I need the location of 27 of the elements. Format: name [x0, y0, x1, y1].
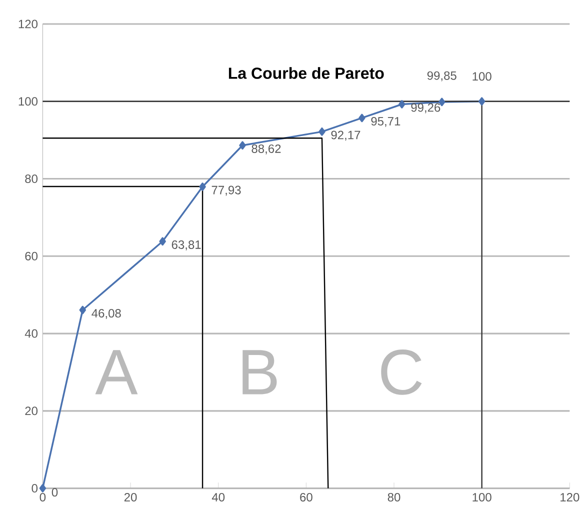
- x-tick-label: 100: [472, 492, 492, 502]
- data-label: 95,71: [371, 117, 400, 127]
- text: La Courbe de Pareto: [228, 67, 384, 79]
- x-tick-label: 20: [124, 492, 137, 502]
- data-label: 100: [472, 72, 492, 81]
- annotation: B: [242, 350, 277, 394]
- data-label: 46,08: [92, 309, 121, 319]
- data-label: 99,26: [411, 103, 440, 114]
- x-tick-label: 0: [40, 492, 46, 502]
- data-label: 99,85: [427, 71, 456, 82]
- y-tick-label: 40: [24, 329, 38, 338]
- data-label: 77,93: [212, 186, 241, 196]
- annotation: C: [381, 350, 422, 395]
- x-tick-label: 80: [388, 492, 400, 502]
- y-tick-label: 20: [25, 406, 38, 416]
- x-tick-label: 120: [560, 492, 580, 502]
- y-tick-label: 120: [18, 20, 38, 28]
- y-tick-label: 0: [32, 484, 38, 493]
- data-label: 92,17: [331, 130, 360, 141]
- x-tick-label: 40: [212, 492, 225, 502]
- y-tick-label: 80: [25, 174, 38, 184]
- data-label: 63,81: [172, 240, 201, 250]
- annotation: A: [95, 350, 138, 394]
- y-tick-label: 100: [18, 97, 38, 106]
- x-tick-label: 60: [300, 492, 312, 502]
- y-tick-label: 60: [25, 252, 38, 260]
- data-label: 88,62: [252, 144, 281, 154]
